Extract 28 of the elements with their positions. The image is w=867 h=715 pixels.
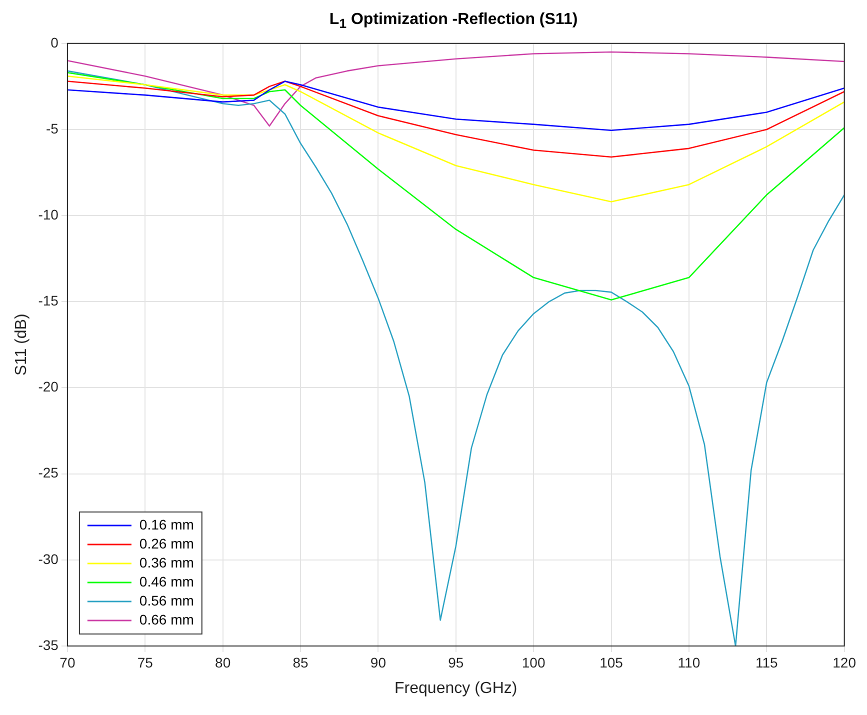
legend-label: 0.66 mm [139, 611, 194, 628]
legend-label: 0.46 mm [139, 573, 194, 590]
legend-label: 0.36 mm [139, 554, 194, 570]
legend-label: 0.26 mm [139, 535, 194, 552]
y-tick-label: -25 [38, 464, 59, 481]
x-tick-label: 70 [60, 654, 76, 670]
y-tick-label: -20 [38, 378, 59, 395]
legend-label: 0.16 mm [139, 516, 194, 532]
y-tick-label: -35 [38, 636, 59, 653]
y-tick-label: -15 [38, 292, 59, 309]
x-tick-label: 85 [292, 654, 308, 670]
y-tick-label: -5 [46, 120, 59, 136]
x-tick-label: 95 [448, 654, 464, 670]
x-tick-label: 90 [370, 654, 386, 670]
x-tick-label: 105 [600, 654, 624, 670]
y-tick-label: -30 [38, 550, 59, 567]
legend-label: 0.56 mm [139, 592, 194, 608]
x-tick-label: 110 [678, 654, 700, 670]
y-axis-title: S11 (dB) [13, 314, 30, 376]
y-tick-label: 0 [50, 34, 59, 50]
x-tick-label: 100 [522, 654, 546, 670]
x-tick-label: 80 [215, 654, 231, 670]
x-tick-label: 120 [832, 654, 856, 670]
x-axis-title: Frequency (GHz) [394, 680, 518, 697]
x-tick-label: 75 [137, 654, 154, 670]
y-tick-label: -10 [38, 206, 59, 222]
x-tick-label: 115 [755, 654, 778, 670]
chart-title: L$_{1}$ Optimization -Reflection (S11) [328, 10, 579, 32]
